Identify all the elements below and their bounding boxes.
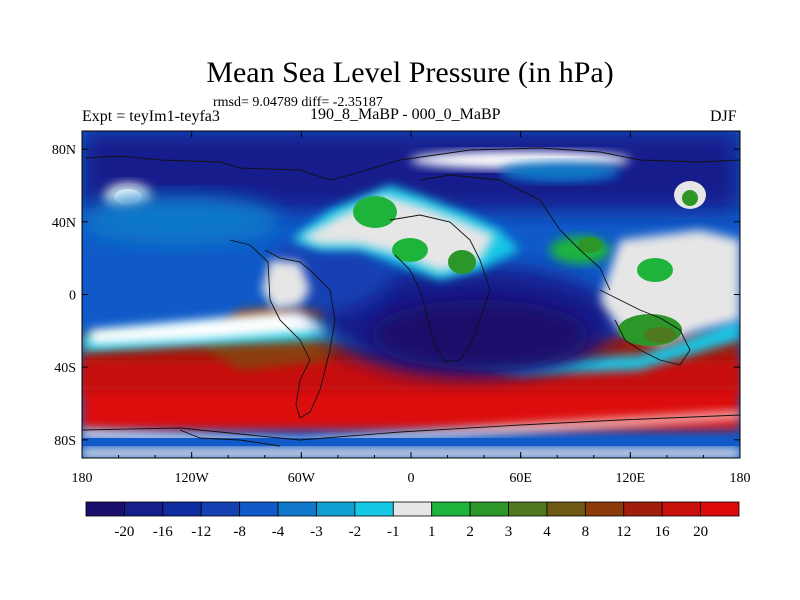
colorbar-swatch: [508, 501, 548, 517]
x-tick-label: 180: [72, 471, 93, 486]
colorbar-label: -12: [191, 524, 211, 540]
colorbar-label: 16: [655, 524, 671, 540]
colorbar-label: 4: [543, 524, 551, 540]
colorbar-label: -16: [153, 524, 173, 540]
x-tick-label: 120W: [175, 471, 210, 486]
experiment-label: Expt = teyIm1-teyfa3: [82, 108, 220, 125]
colorbar-swatch: [623, 501, 663, 517]
coastlines: [82, 147, 740, 447]
x-tick-label: 60E: [509, 471, 532, 486]
y-tick-label: 0: [69, 289, 76, 304]
colorbar-swatch: [700, 501, 740, 517]
colorbar: -20 -16 -12 -8 -4 -3 -2 -1 1 2 3 4 8 12 16 20: [85, 501, 740, 540]
y-tick-label: 40S: [54, 361, 76, 376]
axes: 180 120W 60W 0 60E 120E 180 80N 40N 0 40S 80S: [52, 131, 751, 486]
colorbar-swatch: [546, 501, 586, 517]
period-label: 190_8_MaBP - 000_0_MaBP: [310, 106, 501, 123]
pressure-field: [82, 131, 740, 458]
colorbar-swatch: [661, 501, 701, 517]
colorbar-label: -3: [310, 524, 323, 540]
y-tick-label: 40N: [52, 216, 76, 231]
colorbar-label: -8: [233, 524, 246, 540]
colorbar-label: -1: [387, 524, 400, 540]
y-tick-label: 80N: [52, 143, 76, 158]
colorbar-label: 8: [582, 524, 590, 540]
colorbar-swatch: [124, 501, 164, 517]
x-tick-label: 0: [408, 471, 415, 486]
x-tick-label: 120E: [616, 471, 646, 486]
colorbar-swatch: [200, 501, 241, 517]
colorbar-swatch: [392, 501, 433, 517]
colorbar-label: -4: [272, 524, 285, 540]
colorbar-swatch: [277, 501, 317, 517]
colorbar-label: 12: [616, 524, 631, 540]
chart-title: Mean Sea Level Pressure (in hPa): [206, 56, 614, 89]
colorbar-swatch: [431, 501, 471, 517]
colorbar-swatch: [239, 501, 279, 517]
colorbar-label: -20: [114, 524, 134, 540]
colorbar-label: -2: [349, 524, 362, 540]
season-label: DJF: [710, 108, 737, 125]
colorbar-label: 2: [466, 524, 474, 540]
colorbar-label: 3: [505, 524, 513, 540]
stats-line: rmsd= 9.04789 diff= -2.35187: [213, 95, 383, 110]
colorbar-label: 1: [428, 524, 436, 540]
colorbar-swatch: [85, 501, 125, 517]
colorbar-swatch: [162, 501, 202, 517]
colorbar-swatch: [316, 501, 356, 517]
colorbar-label: 20: [693, 524, 708, 540]
y-tick-label: 80S: [54, 434, 76, 449]
colorbar-swatch: [354, 501, 394, 517]
colorbar-swatch: [469, 501, 509, 517]
colorbar-swatch: [584, 501, 625, 517]
x-tick-label: 180: [730, 471, 751, 486]
x-tick-label: 60W: [288, 471, 316, 486]
